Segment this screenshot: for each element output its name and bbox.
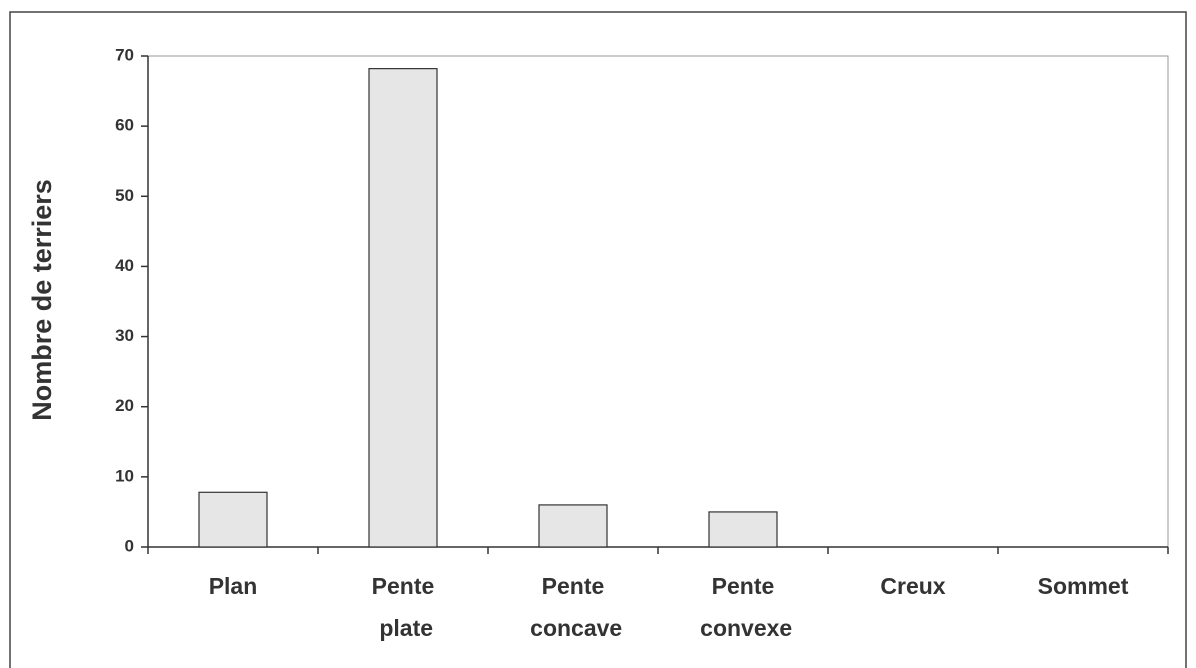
x-tick-label: Creux — [880, 573, 945, 599]
bar — [538, 504, 608, 548]
y-tick-label: 10 — [115, 466, 134, 485]
y-axis-label: Nombre de terriers — [27, 179, 57, 421]
bar — [368, 68, 438, 548]
bar — [708, 511, 778, 548]
y-tick-label: 50 — [115, 186, 134, 205]
y-tick-label: 70 — [115, 45, 134, 64]
y-tick-label: 20 — [115, 396, 134, 415]
y-tick-label: 0 — [125, 536, 134, 555]
y-tick-label: 40 — [115, 256, 134, 275]
bar — [198, 491, 268, 548]
x-tick-label: Pente convexe — [694, 573, 792, 641]
x-tick-label: Pente plate — [372, 573, 435, 641]
x-tick-label: Pente concave — [524, 573, 622, 641]
x-tick-label: Plan — [209, 573, 258, 599]
y-tick-label: 60 — [115, 116, 134, 135]
x-tick-label: Sommet — [1038, 573, 1129, 599]
y-tick-label: 30 — [115, 326, 134, 345]
chart-frame — [9, 11, 1187, 668]
